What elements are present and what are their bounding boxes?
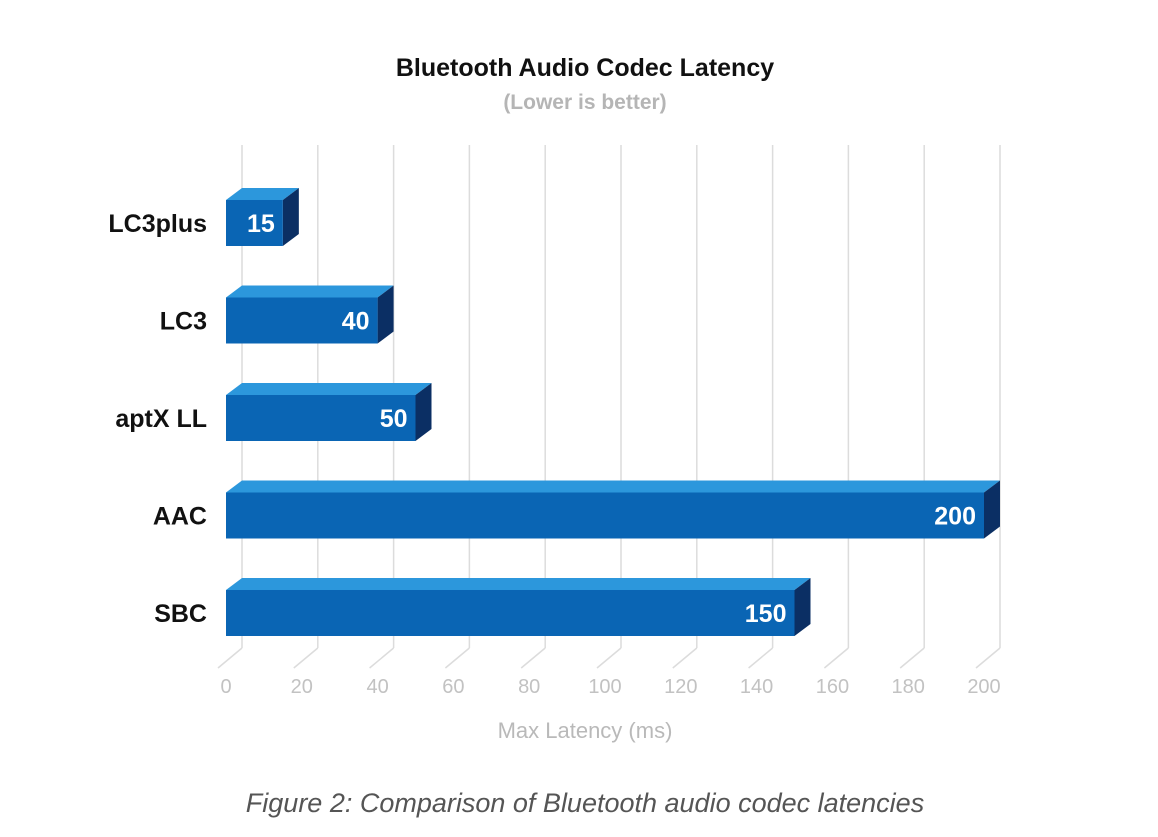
x-tick-label: 180 xyxy=(892,676,925,698)
bar-group: 150 SBC xyxy=(154,578,811,636)
bar-value-label: 200 xyxy=(934,503,976,531)
bar-top-face xyxy=(226,578,811,590)
bar-top-face xyxy=(226,285,394,298)
category-label: aptX LL xyxy=(115,405,207,433)
bar xyxy=(226,200,283,246)
category-label: AAC xyxy=(153,503,207,531)
gridline-floor xyxy=(899,647,925,669)
bar-group: 200 AAC xyxy=(153,480,1000,539)
gridline-floor xyxy=(520,647,546,669)
x-tick-label: 100 xyxy=(588,676,621,698)
x-axis-label: Max Latency (ms) xyxy=(498,718,673,743)
bar-side-face xyxy=(794,578,811,636)
bar-top-face xyxy=(226,480,1000,493)
x-tick-label: 120 xyxy=(664,676,697,698)
bar-value-label: 50 xyxy=(380,405,408,433)
bars: 15 LC3plus 40 LC3 50 aptX LL 200 AAC 150 SBC xyxy=(108,188,1000,636)
bar xyxy=(226,590,795,636)
chart-title: Bluetooth Audio Codec Latency xyxy=(396,54,774,82)
bar-value-label: 150 xyxy=(745,600,787,628)
category-label: SBC xyxy=(154,600,207,628)
gridline-floor xyxy=(444,647,470,669)
bar xyxy=(226,297,378,344)
bar-side-face xyxy=(984,480,1000,539)
gridline-floor xyxy=(217,647,243,669)
gridline-floor xyxy=(369,647,395,669)
bar-top-face xyxy=(226,188,299,200)
gridline-floor xyxy=(596,647,622,669)
x-tick-label: 80 xyxy=(518,676,540,698)
gridline-floor xyxy=(748,647,774,669)
gridline-floor xyxy=(975,647,1001,669)
bar-side-face xyxy=(282,188,299,246)
bar-side-face xyxy=(415,383,432,441)
chart-subtitle: (Lower is better) xyxy=(503,91,666,114)
x-axis-ticks: 0 20 40 60 80 100 120 140 160 180 200 xyxy=(220,676,1000,698)
bar xyxy=(226,492,984,539)
figure-caption: Figure 2: Comparison of Bluetooth audio … xyxy=(246,788,924,818)
x-tick-label: 160 xyxy=(816,676,849,698)
bar-group: 40 LC3 xyxy=(160,285,394,344)
category-label: LC3 xyxy=(160,308,207,336)
bar-side-face xyxy=(377,285,394,344)
category-label: LC3plus xyxy=(108,210,207,238)
gridline-floor xyxy=(823,647,849,669)
x-tick-label: 40 xyxy=(366,676,388,698)
x-tick-label: 200 xyxy=(967,676,1000,698)
bar-group: 15 LC3plus xyxy=(108,188,299,246)
x-tick-label: 0 xyxy=(220,676,231,698)
gridline-floor xyxy=(672,647,698,669)
gridline-floor xyxy=(293,647,319,669)
x-tick-label: 20 xyxy=(291,676,313,698)
bar-value-label: 15 xyxy=(247,210,275,238)
x-tick-label: 60 xyxy=(442,676,464,698)
bar xyxy=(226,395,416,441)
bar-group: 50 aptX LL xyxy=(115,383,432,441)
bar-top-face xyxy=(226,383,432,395)
bar-value-label: 40 xyxy=(342,308,370,336)
x-tick-label: 140 xyxy=(740,676,773,698)
